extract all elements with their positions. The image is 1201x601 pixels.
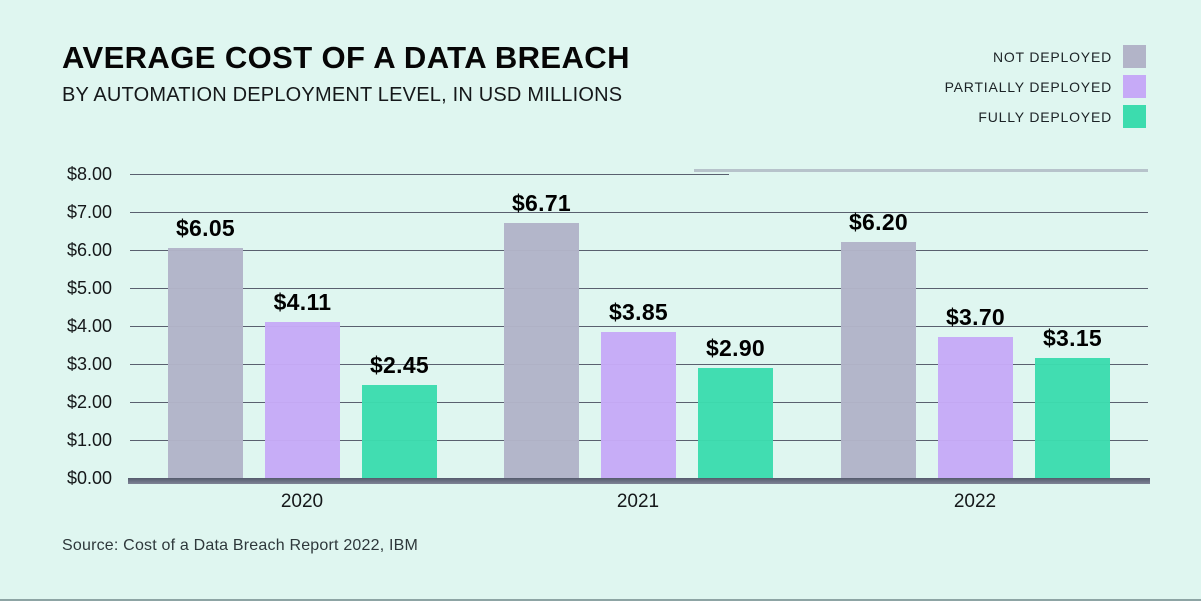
bar xyxy=(168,248,243,478)
x-axis-category-label: 2020 xyxy=(280,491,324,512)
y-axis-tick-label: $6.00 xyxy=(66,240,112,260)
y-axis-tick-label: $7.00 xyxy=(66,202,112,222)
bar xyxy=(362,385,437,478)
source-note: Source: Cost of a Data Breach Report 202… xyxy=(62,537,419,554)
bar-value-label: $3.85 xyxy=(608,299,669,325)
y-gridline xyxy=(130,288,1148,289)
legend-color-swatch xyxy=(1123,75,1146,98)
y-gridline xyxy=(130,174,729,175)
x-axis-baseline xyxy=(128,478,1150,484)
legend-color-swatch xyxy=(1123,45,1146,68)
bar xyxy=(938,337,1013,478)
bar-value-label: $2.45 xyxy=(369,352,430,378)
bar xyxy=(841,242,916,478)
chart-legend: NOT DEPLOYED PARTIALLY DEPLOYED FULLY DEPL… xyxy=(945,45,1146,128)
y-axis-tick-label: $5.00 xyxy=(66,278,112,298)
y-gridline xyxy=(130,250,1148,251)
bar-value-label: $6.71 xyxy=(511,190,572,216)
y-axis-tick-label: $3.00 xyxy=(66,354,112,374)
y-axis-tick-label: $0.00 xyxy=(66,468,112,488)
y-gridline xyxy=(130,326,1148,327)
page-title: AVERAGE COST OF A DATA BREACH xyxy=(62,40,630,75)
y-axis-tick-label: $1.00 xyxy=(66,430,112,450)
x-axis-category-label: 2021 xyxy=(616,491,660,512)
bar xyxy=(1035,358,1110,478)
page-subtitle: BY AUTOMATION DEPLOYMENT LEVEL, IN USD M… xyxy=(62,84,623,106)
legend-item-label: NOT DEPLOYED xyxy=(992,48,1112,65)
legend-item-label: PARTIALLY DEPLOYED xyxy=(944,78,1112,95)
bar xyxy=(265,322,340,478)
x-axis-category-label: 2022 xyxy=(953,491,997,512)
y-axis-tick-label: $2.00 xyxy=(66,392,112,412)
bar-value-label: $3.70 xyxy=(945,304,1006,330)
y-axis-tick-label: $8.00 xyxy=(66,164,112,184)
y-gridline xyxy=(130,212,1148,213)
y-axis-tick-label: $4.00 xyxy=(66,316,112,336)
legend-color-swatch xyxy=(1123,105,1146,128)
bar-value-label: $2.90 xyxy=(705,335,766,361)
legend-item: NOT DEPLOYED xyxy=(945,45,1146,68)
legend-item: PARTIALLY DEPLOYED xyxy=(945,75,1146,98)
bar-value-label: $6.20 xyxy=(848,209,909,235)
bottom-edge-line xyxy=(0,599,1201,601)
top-accent-line xyxy=(694,169,1148,172)
legend-item: FULLY DEPLOYED xyxy=(945,105,1146,128)
bar xyxy=(601,332,676,478)
bar-value-label: $4.11 xyxy=(273,289,332,315)
legend-item-label: FULLY DEPLOYED xyxy=(978,108,1112,125)
bar-value-label: $6.05 xyxy=(175,215,236,241)
bar xyxy=(698,368,773,478)
bar xyxy=(504,223,579,478)
bar-value-label: $3.15 xyxy=(1042,325,1103,351)
